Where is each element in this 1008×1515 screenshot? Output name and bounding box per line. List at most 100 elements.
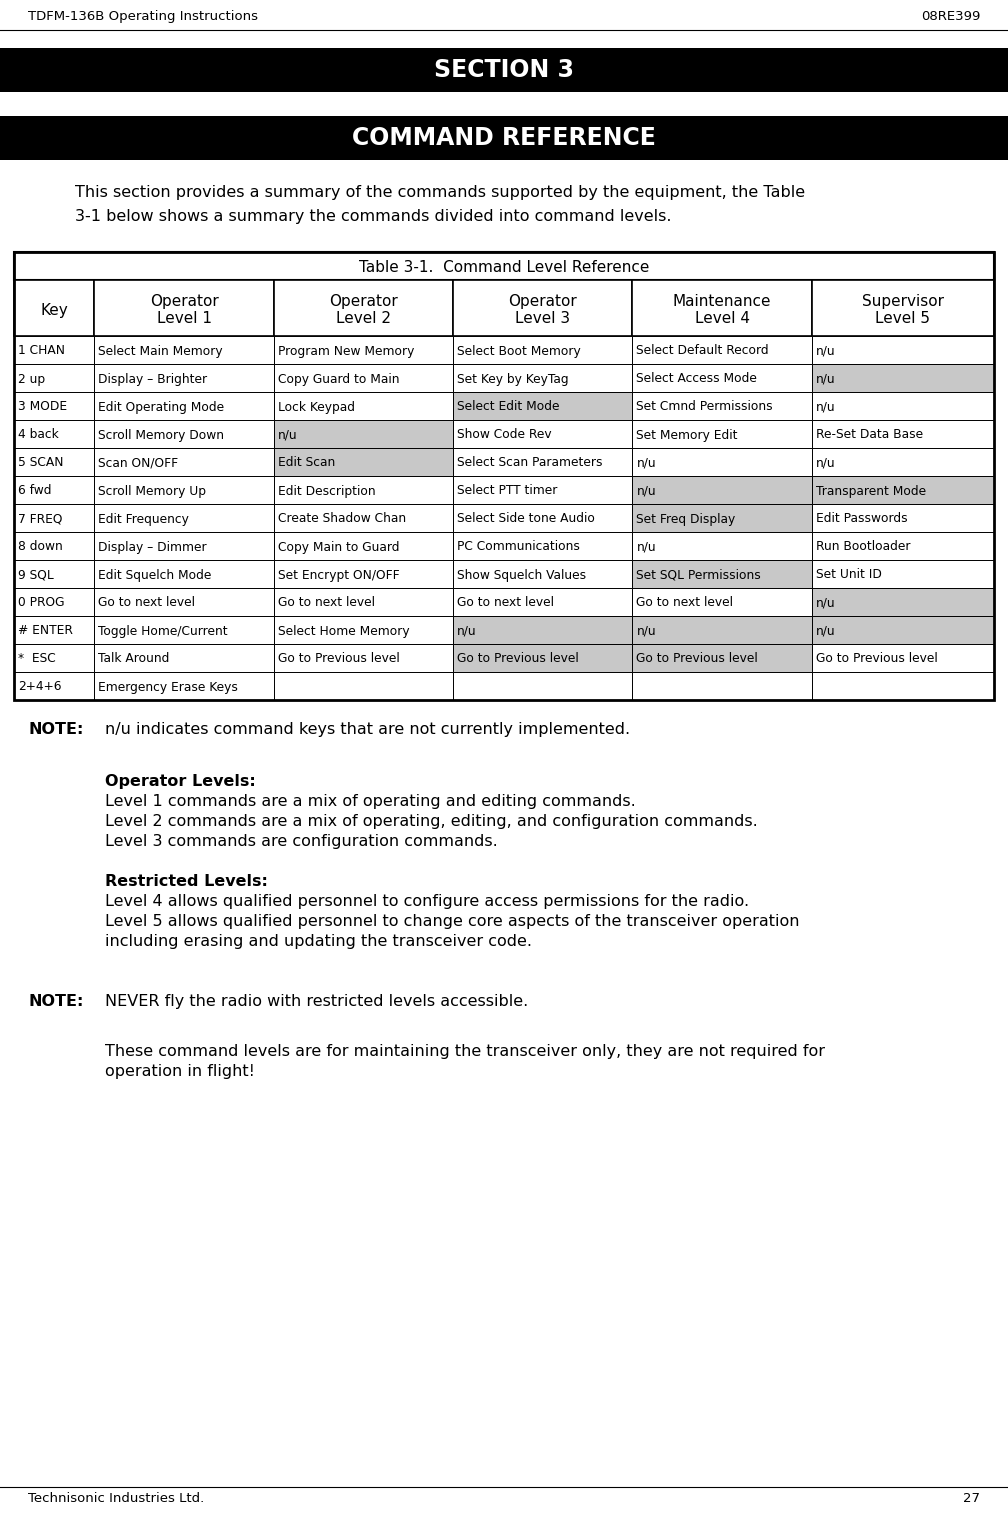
Text: n/u: n/u <box>815 597 836 609</box>
Text: Level 3 commands are configuration commands.: Level 3 commands are configuration comma… <box>105 833 498 848</box>
Bar <box>632 448 811 476</box>
Text: Copy Guard to Main: Copy Guard to Main <box>277 373 399 385</box>
Bar <box>95 448 274 476</box>
Text: Set Unit ID: Set Unit ID <box>815 568 882 582</box>
Text: Set Cmnd Permissions: Set Cmnd Permissions <box>636 400 773 414</box>
Bar <box>274 448 453 476</box>
Text: Select Edit Mode: Select Edit Mode <box>457 400 559 414</box>
Text: Edit Operating Mode: Edit Operating Mode <box>99 400 225 414</box>
Text: Go to Previous level: Go to Previous level <box>636 653 758 665</box>
Bar <box>632 532 811 561</box>
Bar <box>811 336 994 364</box>
Bar <box>632 588 811 617</box>
Text: 0 PROG: 0 PROG <box>18 597 65 609</box>
Bar <box>95 673 274 700</box>
Text: Operator
Level 1: Operator Level 1 <box>149 294 219 326</box>
Text: Key: Key <box>40 303 69 318</box>
Text: n/u: n/u <box>636 624 656 638</box>
Text: SECTION 3: SECTION 3 <box>434 58 574 82</box>
Bar <box>95 336 274 364</box>
Bar <box>274 644 453 673</box>
Bar <box>95 392 274 420</box>
Text: NOTE:: NOTE: <box>28 723 84 736</box>
Bar <box>811 280 994 336</box>
Text: Set Encrypt ON/OFF: Set Encrypt ON/OFF <box>277 568 399 582</box>
Text: Set SQL Permissions: Set SQL Permissions <box>636 568 761 582</box>
Text: n/u: n/u <box>815 624 836 638</box>
Text: TDFM-136B Operating Instructions: TDFM-136B Operating Instructions <box>28 11 258 23</box>
Text: 3-1 below shows a summary the commands divided into command levels.: 3-1 below shows a summary the commands d… <box>75 209 671 224</box>
Bar <box>274 336 453 364</box>
Bar <box>453 532 632 561</box>
Bar <box>811 673 994 700</box>
Text: Select PTT timer: Select PTT timer <box>457 485 557 497</box>
Bar <box>453 420 632 448</box>
Bar <box>14 504 95 532</box>
Text: Level 1 commands are a mix of operating and editing commands.: Level 1 commands are a mix of operating … <box>105 794 636 809</box>
Text: Select Main Memory: Select Main Memory <box>99 344 223 358</box>
Bar <box>453 673 632 700</box>
Text: n/u: n/u <box>815 344 836 358</box>
Bar <box>632 420 811 448</box>
Text: Level 2 commands are a mix of operating, editing, and configuration commands.: Level 2 commands are a mix of operating,… <box>105 814 758 829</box>
Bar <box>453 588 632 617</box>
Bar <box>632 561 811 588</box>
Bar <box>14 364 95 392</box>
Bar <box>453 392 632 420</box>
Bar <box>14 476 95 504</box>
Text: Display – Brighter: Display – Brighter <box>99 373 208 385</box>
Text: Show Squelch Values: Show Squelch Values <box>457 568 587 582</box>
Bar <box>453 644 632 673</box>
Bar <box>632 644 811 673</box>
Bar <box>0 117 1008 161</box>
Bar <box>453 617 632 644</box>
Bar <box>274 617 453 644</box>
Bar <box>14 561 95 588</box>
Text: 2 up: 2 up <box>18 373 45 385</box>
Text: Operator
Level 3: Operator Level 3 <box>508 294 578 326</box>
Bar <box>274 280 453 336</box>
Bar <box>95 532 274 561</box>
Bar <box>274 420 453 448</box>
Bar <box>95 561 274 588</box>
Bar <box>14 280 95 336</box>
Bar <box>453 336 632 364</box>
Text: Restricted Levels:: Restricted Levels: <box>105 874 268 889</box>
Text: Transparent Mode: Transparent Mode <box>815 485 925 497</box>
Text: Scan ON/OFF: Scan ON/OFF <box>99 456 178 470</box>
Text: Select Scan Parameters: Select Scan Parameters <box>457 456 603 470</box>
Bar <box>274 504 453 532</box>
Bar <box>453 561 632 588</box>
Bar <box>0 48 1008 92</box>
Text: Go to Previous level: Go to Previous level <box>457 653 579 665</box>
Bar <box>632 336 811 364</box>
Text: Set Freq Display: Set Freq Display <box>636 512 736 526</box>
Text: Select Side tone Audio: Select Side tone Audio <box>457 512 595 526</box>
Bar <box>274 588 453 617</box>
Bar <box>632 280 811 336</box>
Bar <box>811 532 994 561</box>
Bar <box>14 532 95 561</box>
Bar <box>632 617 811 644</box>
Text: Create Shadow Chan: Create Shadow Chan <box>277 512 406 526</box>
Text: Talk Around: Talk Around <box>99 653 169 665</box>
Text: Supervisor
Level 5: Supervisor Level 5 <box>862 294 943 326</box>
Bar <box>95 504 274 532</box>
Text: Go to next level: Go to next level <box>99 597 196 609</box>
Bar <box>274 561 453 588</box>
Bar <box>453 448 632 476</box>
Bar <box>274 673 453 700</box>
Text: Set Key by KeyTag: Set Key by KeyTag <box>457 373 569 385</box>
Bar <box>811 448 994 476</box>
Text: n/u: n/u <box>815 400 836 414</box>
Text: # ENTER: # ENTER <box>18 624 73 638</box>
Text: 6 fwd: 6 fwd <box>18 485 51 497</box>
Text: 9 SQL: 9 SQL <box>18 568 53 582</box>
Bar <box>95 588 274 617</box>
Bar <box>811 617 994 644</box>
Text: Go to Previous level: Go to Previous level <box>815 653 937 665</box>
Text: COMMAND REFERENCE: COMMAND REFERENCE <box>352 126 656 150</box>
Text: Scroll Memory Down: Scroll Memory Down <box>99 429 225 441</box>
Text: n/u indicates command keys that are not currently implemented.: n/u indicates command keys that are not … <box>105 723 630 736</box>
Text: n/u: n/u <box>815 373 836 385</box>
